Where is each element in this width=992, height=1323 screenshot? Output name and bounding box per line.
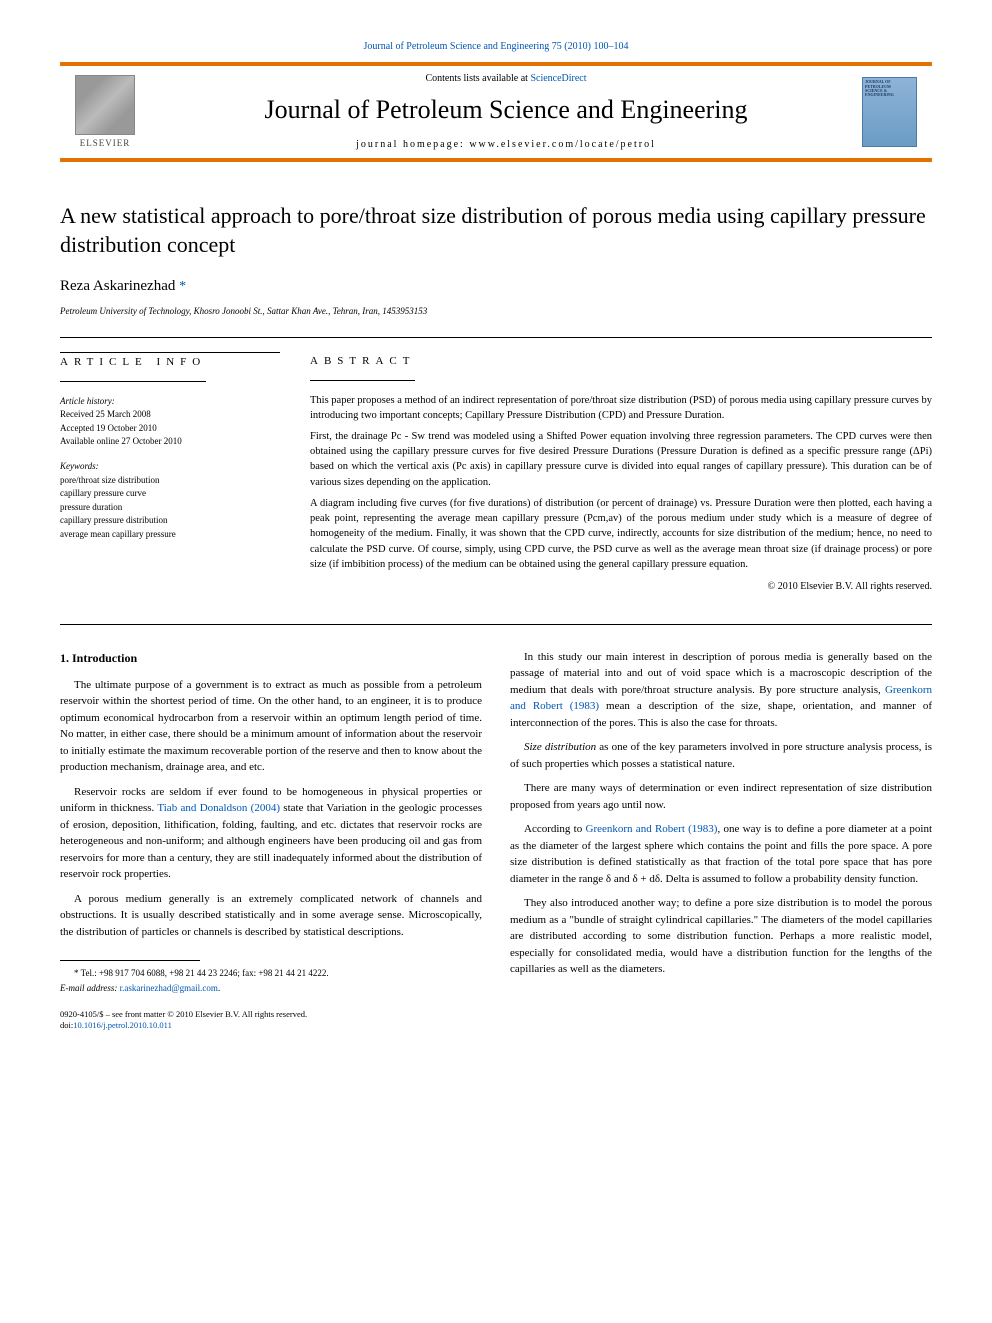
ref-greenkorn-1[interactable]: Greenkorn and Robert (1983) [510, 684, 932, 713]
elsevier-tree-icon [75, 75, 135, 135]
body-para: They also introduced another way; to def… [510, 895, 932, 978]
abstract-text: This paper proposes a method of an indir… [310, 393, 932, 572]
body-text: 1. Introduction The ultimate purpose of … [60, 649, 932, 1031]
history-title: Article history: [60, 395, 280, 408]
keyword: capillary pressure curve [60, 487, 280, 500]
article-history-block: Article history: Received 25 March 2008 … [60, 395, 280, 448]
citation-link[interactable]: Journal of Petroleum Science and Enginee… [364, 41, 629, 52]
keywords-title: Keywords: [60, 460, 280, 473]
author-line: Reza Askarinezhad * [60, 276, 932, 297]
homepage-line: journal homepage: www.elsevier.com/locat… [150, 138, 862, 152]
history-line: Received 25 March 2008 [60, 408, 280, 421]
article-title: A new statistical approach to pore/throa… [60, 202, 932, 259]
body-para: Size distribution as one of the key para… [510, 739, 932, 772]
abstract-label: ABSTRACT [310, 354, 415, 380]
cover-line-3: ENGINEERING [865, 93, 914, 97]
corresponding-footnote: * Tel.: +98 917 704 6088, +98 21 44 23 2… [60, 967, 482, 994]
body-para: Reservoir rocks are seldom if ever found… [60, 784, 482, 883]
email-label: E-mail address: [60, 983, 120, 993]
publisher-block: ELSEVIER [60, 75, 150, 150]
divider [60, 624, 932, 625]
body-para: There are many ways of determination or … [510, 780, 932, 813]
front-matter-line: 0920-4105/$ – see front matter © 2010 El… [60, 1009, 482, 1020]
history-line: Available online 27 October 2010 [60, 435, 280, 448]
ref-tiab-donaldson[interactable]: Tiab and Donaldson (2004) [157, 802, 280, 814]
homepage-label: journal homepage: [356, 139, 469, 150]
journal-name: Journal of Petroleum Science and Enginee… [150, 92, 862, 128]
doi-label: doi: [60, 1020, 73, 1030]
body-para: A porous medium generally is an extremel… [60, 891, 482, 941]
keywords-block: Keywords: pore/throat size distribution … [60, 460, 280, 541]
body-para: In this study our main interest in descr… [510, 649, 932, 732]
abstract-para: This paper proposes a method of an indir… [310, 393, 932, 423]
corresponding-author-mark[interactable]: * [179, 279, 186, 294]
journal-banner: ELSEVIER Contents lists available at Sci… [60, 62, 932, 162]
ref-greenkorn-2[interactable]: Greenkorn and Robert (1983) [586, 823, 718, 835]
contents-line: Contents lists available at ScienceDirec… [150, 72, 862, 86]
keyword: average mean capillary pressure [60, 528, 280, 541]
publisher-name: ELSEVIER [80, 137, 131, 150]
keyword: capillary pressure distribution [60, 514, 280, 527]
keyword: pressure duration [60, 501, 280, 514]
footnote-tel: * Tel.: +98 917 704 6088, +98 21 44 23 2… [60, 967, 482, 980]
homepage-url: www.elsevier.com/locate/petrol [469, 139, 656, 150]
section-heading: 1. Introduction [60, 649, 482, 667]
email-suffix: . [218, 983, 220, 993]
contents-text: Contents lists available at [425, 73, 530, 84]
affiliation: Petroleum University of Technology, Khos… [60, 305, 932, 318]
sciencedirect-link[interactable]: ScienceDirect [530, 73, 586, 84]
body-para: The ultimate purpose of a government is … [60, 677, 482, 776]
doi-link[interactable]: 10.1016/j.petrol.2010.10.011 [73, 1020, 172, 1030]
author-email-link[interactable]: r.askarinezhad@gmail.com [120, 983, 218, 993]
journal-cover: JOURNAL OF PETROLEUM SCIENCE & ENGINEERI… [862, 77, 932, 147]
footnote-separator [60, 960, 200, 961]
keyword: pore/throat size distribution [60, 474, 280, 487]
article-info-label: ARTICLE INFO [60, 355, 206, 381]
author-name: Reza Askarinezhad [60, 278, 175, 294]
abstract-para: A diagram including five curves (for fiv… [310, 496, 932, 572]
footer-info: 0920-4105/$ – see front matter © 2010 El… [60, 1009, 482, 1031]
history-line: Accepted 19 October 2010 [60, 422, 280, 435]
abstract-copyright: © 2010 Elsevier B.V. All rights reserved… [310, 580, 932, 594]
body-para: According to Greenkorn and Robert (1983)… [510, 821, 932, 887]
abstract-para: First, the drainage Pc - Sw trend was mo… [310, 429, 932, 490]
